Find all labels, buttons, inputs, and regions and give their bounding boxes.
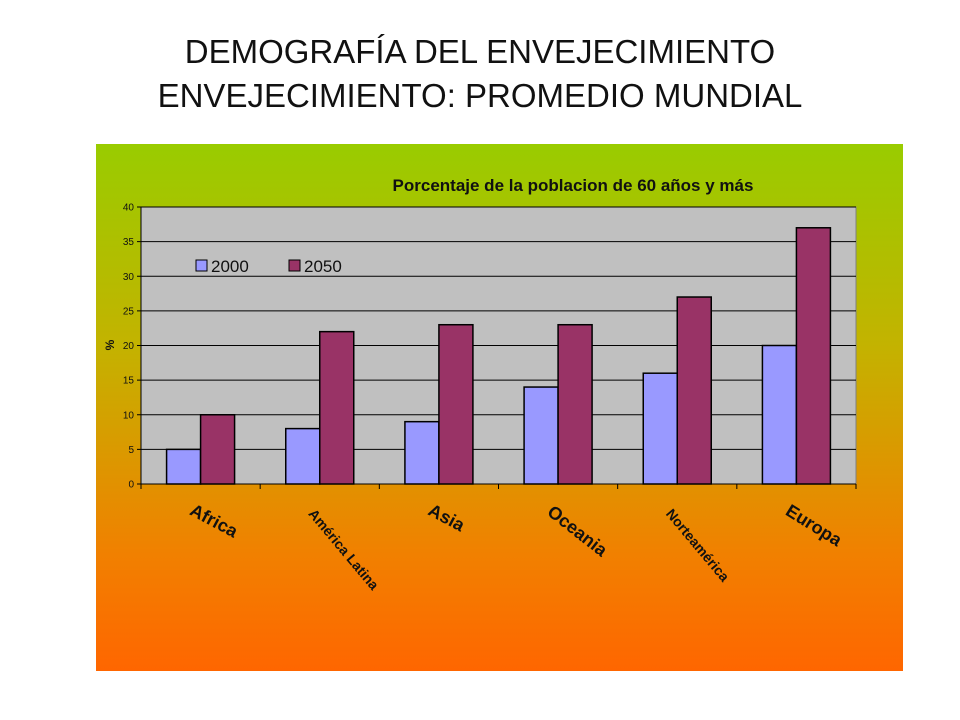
x-tick-label: Norteamérica xyxy=(663,506,733,585)
bar-chart: Porcentaje de la poblacion de 60 años y … xyxy=(103,176,857,593)
x-tick-label: Europa xyxy=(782,500,846,550)
bar-2000-africa xyxy=(165,448,202,485)
bar-2000-norteam-rica xyxy=(642,372,678,485)
bar-2050-am-rica-latina xyxy=(319,330,355,485)
y-tick-label: 30 xyxy=(123,272,135,283)
y-tick-label: 20 xyxy=(123,341,135,352)
legend-swatch-2000 xyxy=(195,259,208,272)
chart-panel: Porcentaje de la poblacion de 60 años y … xyxy=(96,144,903,671)
bar-2000-oceania xyxy=(523,386,559,485)
legend-label-2000: 2000 xyxy=(211,257,249,276)
y-tick-label: 0 xyxy=(128,480,134,491)
slide-title-line-2: ENVEJECIMIENTO: PROMEDIO MUNDIAL xyxy=(157,77,803,114)
bar-2050-norteam-rica xyxy=(676,296,712,485)
x-tick-label: Oceania xyxy=(544,501,612,560)
y-tick-label: 10 xyxy=(123,410,135,421)
x-tick-labels: Africa América Latina Asia Oceania Norteamér… xyxy=(187,500,847,593)
chart-title: Porcentaje de la poblacion de 60 años y … xyxy=(393,176,754,195)
bar-2050-europa xyxy=(795,227,832,485)
y-tick-labels: 0 5 10 15 20 25 30 35 40 xyxy=(123,203,135,491)
slide-title-line-1: DEMOGRAFÍA DEL ENVEJECIMIENTO xyxy=(184,33,776,70)
bar-2050-africa xyxy=(199,414,236,485)
legend: 2000 2050 xyxy=(195,257,342,276)
y-tick-label: 5 xyxy=(128,445,134,456)
bar-2050-asia xyxy=(438,323,474,485)
x-tick-label: Africa xyxy=(187,500,242,542)
x-tick-label: América Latina xyxy=(305,506,382,593)
y-tick-label: 15 xyxy=(123,376,135,387)
bar-2000-asia xyxy=(404,420,440,485)
axes xyxy=(140,207,857,489)
gridlines xyxy=(137,206,856,485)
y-tick-label: 40 xyxy=(123,203,135,214)
bar-2000-am-rica-latina xyxy=(285,427,321,485)
slide-title: DEMOGRAFÍA DEL ENVEJECIMIENTO ENVEJECIMI… xyxy=(0,30,960,118)
y-axis-label: % xyxy=(103,339,117,350)
bar-2050-oceania xyxy=(557,323,593,485)
legend-swatch-2050 xyxy=(288,259,301,272)
x-tick-label: Asia xyxy=(425,500,469,536)
y-tick-label: 35 xyxy=(123,237,135,248)
y-tick-label: 25 xyxy=(123,306,135,317)
bar-2000-europa xyxy=(761,344,798,485)
legend-label-2050: 2050 xyxy=(304,257,342,276)
